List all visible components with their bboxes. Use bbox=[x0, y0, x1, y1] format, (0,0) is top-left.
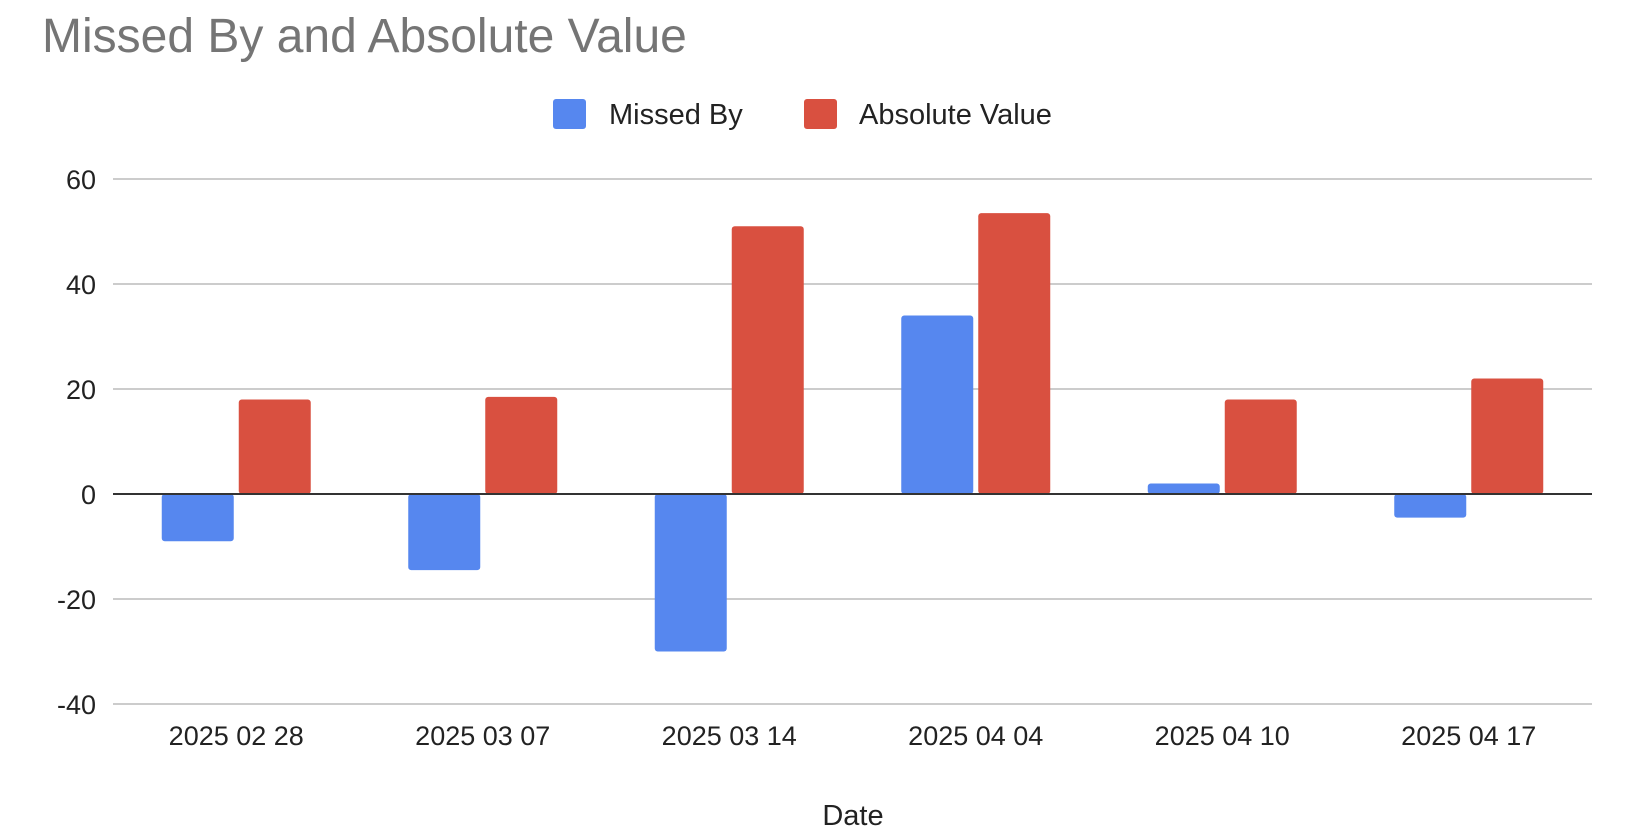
x-tick-label: 2025 04 10 bbox=[1155, 721, 1290, 751]
bar-missed-by-2025-04-10 bbox=[1147, 483, 1220, 494]
y-tick-label: -20 bbox=[57, 585, 96, 615]
y-tick-label: 20 bbox=[66, 375, 96, 405]
legend-swatch-absolute-value bbox=[804, 99, 837, 129]
y-tick-label: 40 bbox=[66, 270, 96, 300]
x-tick-label: 2025 03 14 bbox=[662, 721, 797, 751]
legend-label-absolute-value: Absolute Value bbox=[859, 99, 1052, 131]
x-tick-label: 2025 04 04 bbox=[908, 721, 1043, 751]
bar-missed-by-2025-03-14 bbox=[654, 494, 727, 652]
bar-missed-by-2025-03-07 bbox=[408, 494, 481, 571]
y-tick-label: 0 bbox=[81, 480, 96, 510]
bar-absolute-value-2025-04-17 bbox=[1471, 378, 1544, 494]
bar-absolute-value-2025-04-10 bbox=[1224, 399, 1297, 494]
x-axis-ticks: 2025 02 28 2025 03 07 2025 03 14 2025 04 04… bbox=[169, 721, 1537, 751]
y-axis-ticks: 60 40 20 0 -20 -40 bbox=[57, 165, 96, 720]
x-tick-label: 2025 04 17 bbox=[1401, 721, 1536, 751]
chart-title: Missed By and Absolute Value bbox=[42, 10, 687, 63]
y-tick-label: 60 bbox=[66, 165, 96, 195]
bar-absolute-value-2025-03-14 bbox=[731, 226, 804, 494]
bar-missed-by-2025-04-17 bbox=[1394, 494, 1467, 518]
legend: Missed By Absolute Value bbox=[553, 99, 1052, 131]
bar-absolute-value-2025-02-28 bbox=[238, 399, 311, 494]
gridlines bbox=[113, 178, 1592, 705]
x-axis-title: Date bbox=[822, 800, 883, 832]
legend-label-missed-by: Missed By bbox=[609, 99, 743, 131]
bar-absolute-value-2025-04-04 bbox=[978, 213, 1051, 494]
y-tick-label: -40 bbox=[57, 690, 96, 720]
bars bbox=[161, 213, 1544, 652]
bar-missed-by-2025-04-04 bbox=[901, 315, 974, 494]
x-tick-label: 2025 02 28 bbox=[169, 721, 304, 751]
bar-missed-by-2025-02-28 bbox=[161, 494, 234, 542]
legend-swatch-missed-by bbox=[553, 99, 586, 129]
bar-absolute-value-2025-03-07 bbox=[485, 396, 558, 494]
x-tick-label: 2025 03 07 bbox=[415, 721, 550, 751]
